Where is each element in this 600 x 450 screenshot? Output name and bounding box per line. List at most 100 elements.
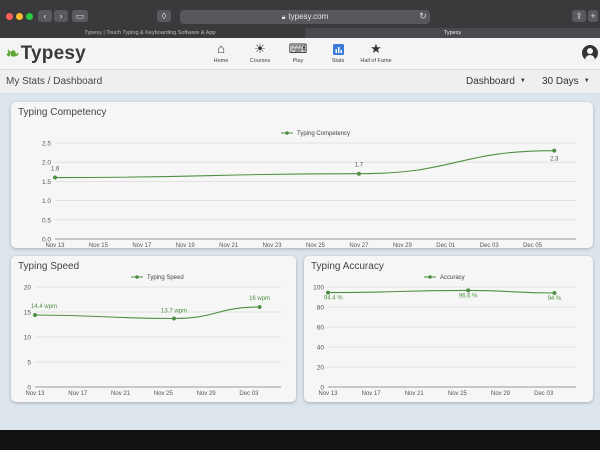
chevron-down-icon: ▼ xyxy=(583,78,590,85)
series-line xyxy=(327,289,555,294)
y-tick-label: 0.5 xyxy=(42,217,51,224)
x-tick-label: Nov 17 xyxy=(362,391,382,397)
y-tick-label: 0 xyxy=(320,385,324,392)
data-point xyxy=(326,290,330,295)
zoom-window-button[interactable] xyxy=(26,13,33,20)
dashboard-dropdown[interactable]: Dashboard ▼ xyxy=(466,76,526,87)
nav-home[interactable]: ⌂ Home xyxy=(201,41,241,64)
dashboard-area: Typing Competency 2.5 2.0 1.5 1.0 0.5 0.0 Nov … xyxy=(0,94,600,430)
y-tick-label: 20 xyxy=(317,365,325,372)
shield-icon[interactable]: ◊ xyxy=(157,10,171,22)
data-point xyxy=(53,175,57,180)
data-label: 14.4 wpm xyxy=(31,304,57,310)
nav-label: Courses xyxy=(249,58,271,64)
y-tick-label: 1.5 xyxy=(42,179,51,186)
data-point xyxy=(33,313,37,317)
data-point xyxy=(257,305,262,309)
data-point xyxy=(552,148,557,153)
data-label: 2.3 xyxy=(550,157,559,163)
legend-marker xyxy=(285,131,289,135)
x-tick-label: Nov 21 xyxy=(111,391,131,397)
logo-leaf-icon: ❧ xyxy=(6,46,20,63)
y-tick-label: 60 xyxy=(317,325,325,332)
x-tick-label: Nov 25 xyxy=(154,391,174,397)
x-tick-label: Dec 03 xyxy=(480,243,500,248)
laptop-bezel xyxy=(0,430,600,450)
share-icon[interactable]: ⇪ xyxy=(572,10,586,22)
speed-card: Typing Speed 20 15 10 5 0 Nov 13 Nov 17 Nov 21 N… xyxy=(11,256,296,402)
y-tick-label: 0.0 xyxy=(42,237,51,244)
x-tick-label: Nov 25 xyxy=(306,243,326,248)
x-tick-label: Nov 29 xyxy=(393,243,413,248)
legend-label: Typing Speed xyxy=(147,275,184,281)
page-subheader: My Stats / Dashboard Dashboard ▼ 30 Days ▼ xyxy=(0,70,600,94)
y-tick-label: 0 xyxy=(27,385,31,392)
browser-tab-active[interactable]: Typesy xyxy=(305,28,600,38)
x-tick-label: Nov 13 xyxy=(45,243,65,248)
card-title: Typing Accuracy xyxy=(311,261,384,272)
y-tick-label: 5 xyxy=(27,360,31,367)
data-label: 1.7 xyxy=(355,163,364,169)
data-point xyxy=(552,291,557,295)
y-tick-label: 15 xyxy=(24,310,32,317)
data-label: 13.7 wpm xyxy=(161,309,187,315)
nav-play[interactable]: ⌨ Play xyxy=(278,41,318,64)
nav-courses[interactable]: ☀ Courses xyxy=(240,41,280,64)
data-point xyxy=(172,316,177,321)
lightbulb-icon: ☀ xyxy=(254,41,266,56)
competency-card: Typing Competency 2.5 2.0 1.5 1.0 0.5 0.0 Nov … xyxy=(11,102,593,248)
nav-stats[interactable]: Stats xyxy=(318,41,358,64)
x-tick-label: Nov 13 xyxy=(318,391,338,397)
y-tick-label: 40 xyxy=(317,345,325,352)
series-line xyxy=(34,306,260,320)
breadcrumb: My Stats / Dashboard xyxy=(6,76,103,87)
keyboard-icon: ⌨ xyxy=(288,41,308,56)
bar-chart-icon xyxy=(318,41,358,56)
new-tab-button[interactable]: + xyxy=(588,10,598,22)
nav-label: Hall of Fame xyxy=(360,58,392,64)
x-tick-label: Dec 05 xyxy=(523,243,543,248)
sidebar-toggle-button[interactable]: ▭ xyxy=(72,10,88,22)
minimize-window-button[interactable] xyxy=(16,13,23,20)
data-point xyxy=(466,288,471,293)
x-tick-label: Nov 17 xyxy=(68,391,88,397)
y-tick-label: 100 xyxy=(313,285,324,292)
app-header: ❧Typesy ⌂ Home ☀ Courses ⌨ Play Stats ★ … xyxy=(0,38,600,70)
user-avatar[interactable] xyxy=(582,45,598,61)
legend-label: Accuracy xyxy=(440,275,465,281)
accuracy-card: Typing Accuracy 100 80 60 40 20 0 Nov 13 Nov 17… xyxy=(304,256,593,402)
range-dropdown-label: 30 Days xyxy=(542,76,579,87)
y-tick-label: 20 xyxy=(24,285,32,292)
x-tick-label: Nov 21 xyxy=(219,243,239,248)
data-label: 16 wpm xyxy=(249,296,270,302)
data-label: 96.6 % xyxy=(459,293,478,299)
nav-hall-of-fame[interactable]: ★ Hall of Fame xyxy=(356,41,396,64)
browser-tab[interactable]: Typesy | Touch Typing & Keyboarding Soft… xyxy=(84,30,216,36)
legend-marker xyxy=(135,275,139,279)
x-tick-label: Nov 19 xyxy=(176,243,196,248)
legend-marker xyxy=(428,275,432,279)
data-point xyxy=(356,171,361,176)
range-dropdown[interactable]: 30 Days ▼ xyxy=(542,76,590,87)
back-button[interactable]: ‹ xyxy=(38,10,52,22)
typesy-logo[interactable]: ❧Typesy xyxy=(6,43,86,65)
chevron-down-icon: ▼ xyxy=(519,78,526,85)
nav-label: Stats xyxy=(331,58,345,64)
data-label: 94.4 % xyxy=(324,296,343,302)
close-window-button[interactable] xyxy=(6,13,13,20)
address-bar[interactable]: 🔒︎ typesy.com xyxy=(180,10,430,24)
x-tick-label: Nov 29 xyxy=(491,391,511,397)
reload-icon[interactable]: ↻ xyxy=(419,11,427,21)
card-title: Typing Speed xyxy=(18,261,80,272)
x-tick-label: Nov 17 xyxy=(132,243,152,248)
x-tick-label: Nov 29 xyxy=(197,391,217,397)
forward-button[interactable]: › xyxy=(54,10,68,22)
y-tick-label: 10 xyxy=(24,335,32,342)
y-tick-label: 2.0 xyxy=(42,160,51,167)
y-tick-label: 1.0 xyxy=(42,198,51,205)
y-tick-label: 80 xyxy=(317,305,325,312)
nav-label: Play xyxy=(292,58,304,64)
legend-label: Typing Competency xyxy=(297,131,350,137)
